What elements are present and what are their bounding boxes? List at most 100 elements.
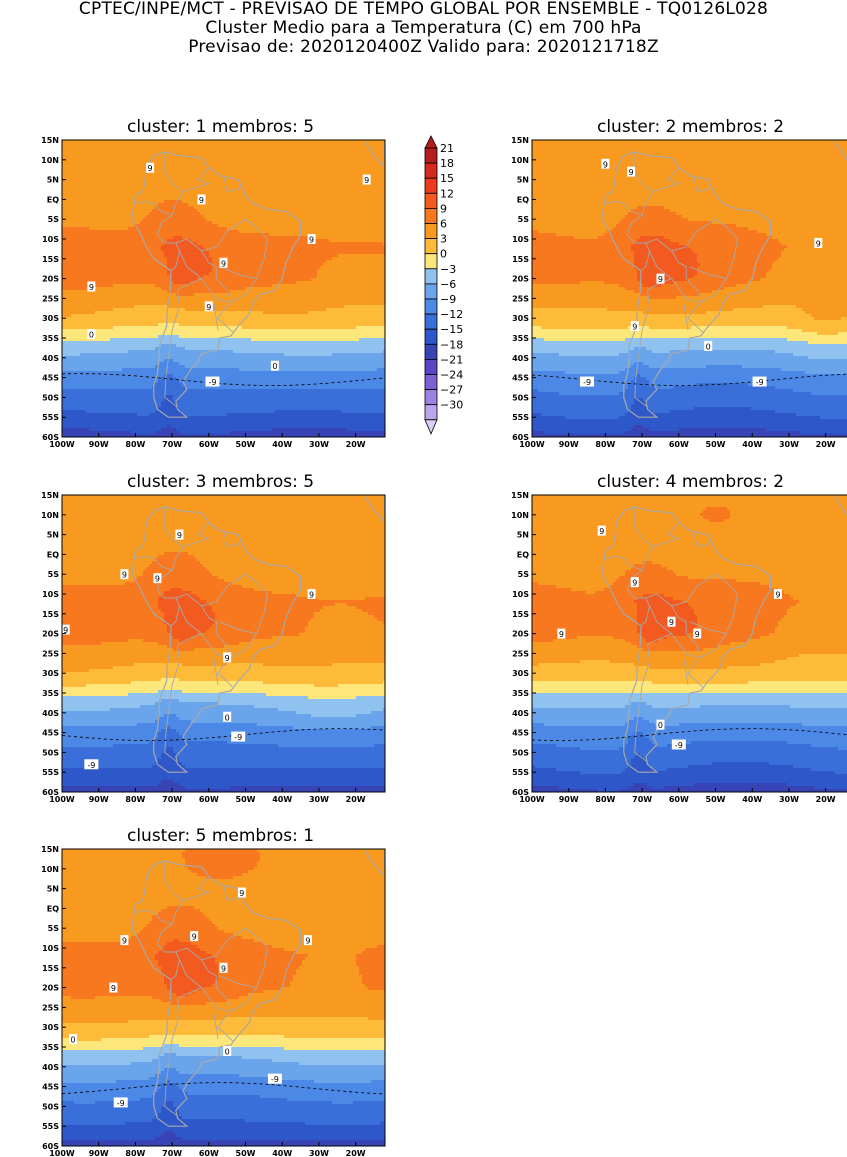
contour-label: 9 xyxy=(364,176,369,185)
contour-label-box xyxy=(752,376,767,387)
lat-tick-label: 50S xyxy=(42,1102,59,1111)
lat-tick-label: 25S xyxy=(42,294,59,303)
lat-tick-label: 55S xyxy=(42,413,59,422)
colorbar-swatch xyxy=(424,192,438,209)
contour-label-box xyxy=(223,711,232,722)
lon-tick-label: 70W xyxy=(162,440,182,449)
lat-tick-label: 10N xyxy=(41,865,59,874)
lon-tick-label: 100W xyxy=(49,1149,75,1157)
contour-label-box xyxy=(231,731,246,742)
lat-tick-label: 5S xyxy=(518,215,530,224)
contour-label-box xyxy=(219,962,228,973)
contour-label-box xyxy=(362,174,371,185)
contour-label-box xyxy=(580,376,595,387)
contour-label: 9 xyxy=(225,654,230,663)
lat-tick-label: 10N xyxy=(41,156,59,165)
lat-tick-label: 60S xyxy=(42,433,59,442)
lat-tick-label: 45S xyxy=(512,374,529,383)
contour-label: 9 xyxy=(177,531,182,540)
country-border xyxy=(201,633,228,658)
contour-label: 9 xyxy=(629,168,634,177)
lat-tick-label: 20S xyxy=(512,630,529,639)
contour-label: -9 xyxy=(583,378,591,387)
lat-tick-label: EQ xyxy=(47,550,59,559)
lon-tick-label: 100W xyxy=(49,440,75,449)
country-border xyxy=(201,573,268,658)
contour-label-box xyxy=(814,237,823,248)
colorbar-label: −9 xyxy=(440,293,456,306)
contour-label-box xyxy=(69,1034,78,1045)
lat-tick-label: 20S xyxy=(42,630,59,639)
contour-label-box xyxy=(773,589,782,599)
contour-label: 9 xyxy=(63,626,68,635)
colorbar-swatch xyxy=(424,404,438,421)
contour-label: 9 xyxy=(89,283,94,292)
coastlines xyxy=(62,849,385,1127)
colorbar-swatch xyxy=(424,374,438,391)
lat-tick-label: 5S xyxy=(48,924,60,933)
colorbar-swatch xyxy=(424,268,438,285)
lon-tick-label: 50W xyxy=(706,440,726,449)
lat-tick-label: 60S xyxy=(42,788,59,797)
contour-label: 9 xyxy=(816,239,821,248)
contour-label-box xyxy=(61,624,70,635)
lat-tick-label: 5S xyxy=(48,570,60,579)
lat-tick-label: 30S xyxy=(512,669,529,678)
lat-tick-label: 40S xyxy=(42,709,59,718)
contour-label-box xyxy=(627,166,636,177)
lat-tick-label: 25S xyxy=(42,649,59,658)
contour-label-box xyxy=(601,158,610,169)
contour-label: -9 xyxy=(234,733,242,742)
lat-tick-label: 35S xyxy=(512,334,529,343)
africa-coastline xyxy=(834,140,847,160)
lat-tick-label: 10N xyxy=(511,156,529,165)
colorbar-label: 12 xyxy=(440,187,454,200)
colorbar: 21 18 15 12 9 6 3 0 −3 −6 −9 −12 −15 −18 −21 −24 −27 −30 xyxy=(424,135,463,435)
colorbar-swatch xyxy=(424,223,438,240)
contour-label-box xyxy=(223,652,232,663)
colorbar-swatch xyxy=(424,343,438,360)
colorbar-swatch xyxy=(424,147,438,164)
contour-label-box xyxy=(120,569,129,580)
south-america-coastline xyxy=(131,860,302,1127)
country-border xyxy=(170,242,180,272)
lat-tick-label: EQ xyxy=(47,195,59,204)
lat-tick-label: 30S xyxy=(42,1023,59,1032)
lon-tick-label: 50W xyxy=(236,440,256,449)
colorbar-swatch xyxy=(424,389,438,406)
contour-label: 9 xyxy=(192,933,197,942)
lon-tick-label: 40W xyxy=(272,795,292,804)
country-border xyxy=(689,266,727,280)
colorbar-swatch xyxy=(424,313,438,330)
lat-tick-label: 10S xyxy=(512,590,529,599)
lon-tick-label: 20W xyxy=(346,795,366,804)
lon-tick-label: 60W xyxy=(199,1149,219,1157)
lat-tick-label: 60S xyxy=(42,1142,59,1151)
contour-label-box xyxy=(307,589,316,599)
country-border xyxy=(219,266,257,280)
lat-tick-label: 40S xyxy=(42,354,59,363)
header-title: CPTEC/INPE/MCT - PREVISAO DE TEMPO GLOBA… xyxy=(0,0,847,19)
lat-tick-label: 35S xyxy=(42,334,59,343)
contour-label-box xyxy=(704,340,713,351)
lon-tick-label: 30W xyxy=(309,795,329,804)
country-border xyxy=(223,175,243,193)
colorbar-label: −18 xyxy=(440,338,463,351)
lat-tick-label: 55S xyxy=(512,413,529,422)
colorbar-swatch xyxy=(424,207,438,224)
lat-tick-label: 15N xyxy=(41,491,59,500)
country-border xyxy=(693,530,713,548)
country-border xyxy=(201,218,268,303)
lon-tick-label: 100W xyxy=(49,795,75,804)
coastlines xyxy=(532,495,847,773)
south-america-coastline xyxy=(131,506,302,773)
map-panel: cluster: 1 membros: 5 9 9 9 9 9 9 9 0 0 -9 15N 10N 5N… xyxy=(41,117,386,449)
country-border xyxy=(201,927,268,1012)
lon-tick-label: 60W xyxy=(669,440,689,449)
contour-label-box xyxy=(667,616,676,627)
lon-tick-label: 60W xyxy=(669,795,689,804)
lon-tick-label: 90W xyxy=(89,440,109,449)
colorbar-swatch xyxy=(424,177,438,194)
colorbar-label: 6 xyxy=(440,218,447,231)
isotherm-minus-9 xyxy=(62,728,385,741)
